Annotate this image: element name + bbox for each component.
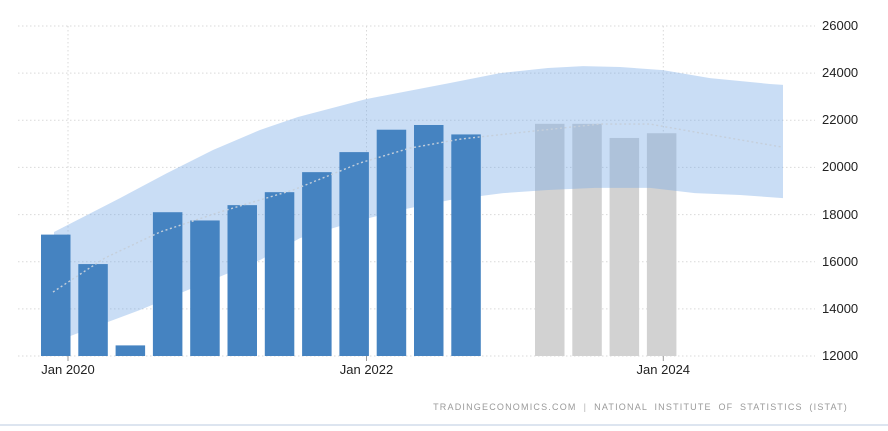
y-axis-label: 16000 (822, 253, 859, 269)
y-axis-label: 12000 (822, 348, 859, 363)
bar-actual[interactable] (302, 172, 332, 356)
bottom-divider (0, 424, 888, 426)
y-axis-label: 22000 (822, 112, 859, 128)
chart-source-attribution: TRADINGECONOMICS.COM | NATIONAL INSTITUTE … (433, 402, 848, 412)
source-istat: NATIONAL INSTITUTE OF STATISTICS (ISTAT) (594, 402, 848, 412)
bar-actual[interactable] (376, 129, 407, 356)
chart-plot-area[interactable] (0, 0, 888, 395)
forecast-median-line (52, 123, 783, 293)
y-axis-label: 20000 (822, 159, 859, 175)
bar-actual[interactable] (115, 345, 146, 356)
bar-forecast[interactable] (572, 123, 602, 356)
source-separator: | (583, 402, 588, 412)
x-axis-label: Jan 2024 (636, 362, 691, 377)
bar-actual[interactable] (264, 192, 295, 356)
bar-actual[interactable] (227, 205, 258, 356)
y-axis-label: 14000 (822, 300, 859, 316)
y-axis-label: 24000 (822, 65, 859, 81)
bar-actual[interactable] (190, 220, 220, 356)
bar-forecast[interactable] (646, 133, 677, 356)
bar-actual[interactable] (451, 134, 481, 356)
y-axis-label: 26000 (822, 18, 859, 33)
x-axis-label: Jan 2020 (41, 362, 95, 377)
bar-forecast[interactable] (609, 137, 640, 356)
y-axis-label: 18000 (822, 206, 859, 222)
bar-actual[interactable] (78, 264, 108, 356)
bar-actual[interactable] (41, 234, 71, 356)
bar-actual[interactable] (152, 212, 183, 356)
bar-actual[interactable] (339, 152, 369, 356)
bar-actual[interactable] (414, 125, 444, 356)
source-tradingeconomics: TRADINGECONOMICS.COM (433, 402, 577, 412)
x-axis-label: Jan 2022 (339, 362, 394, 377)
bar-forecast[interactable] (535, 123, 565, 356)
